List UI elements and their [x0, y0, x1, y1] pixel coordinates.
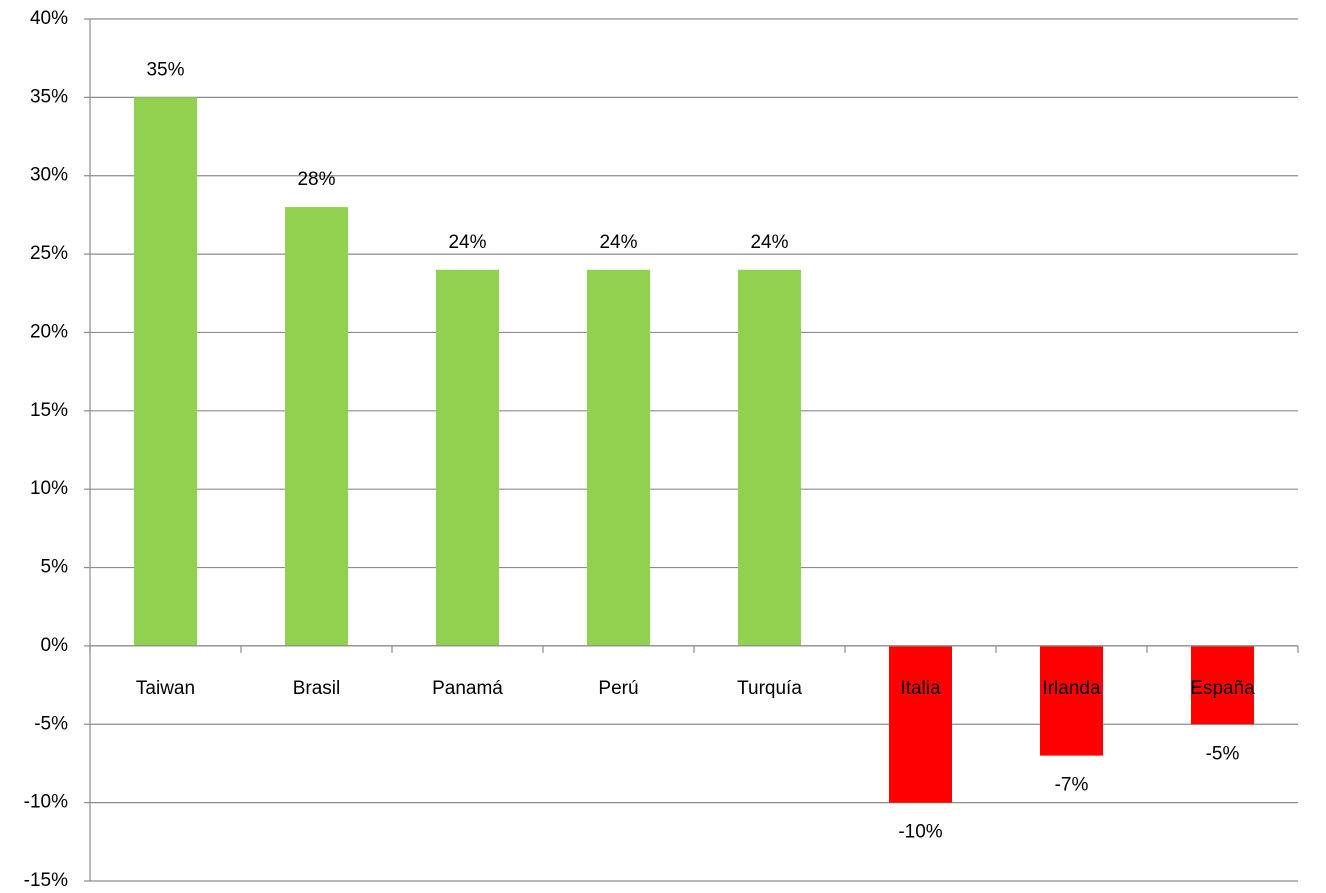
x-tick-label: Panamá — [432, 678, 503, 699]
y-tick-label: -15% — [24, 870, 68, 891]
y-tick-label: 35% — [30, 86, 68, 107]
data-label: 28% — [297, 169, 335, 190]
y-tick-label: -5% — [34, 713, 68, 734]
bar — [134, 97, 197, 646]
y-tick-label: 15% — [30, 400, 68, 421]
y-tick-label: 5% — [41, 557, 69, 578]
bar — [738, 269, 801, 646]
x-tick-label: Turquía — [737, 678, 802, 699]
y-tick-label: 30% — [30, 165, 68, 186]
bar — [1191, 645, 1254, 725]
y-tick-label: 0% — [41, 635, 69, 656]
y-tick-label: 20% — [30, 321, 68, 342]
data-label: -5% — [1206, 743, 1240, 764]
x-tick-label: Perú — [598, 678, 638, 699]
bar — [889, 645, 952, 803]
bar — [285, 207, 348, 646]
bar — [436, 269, 499, 646]
x-tick-label: España — [1190, 678, 1255, 699]
x-tick-label: Irlanda — [1042, 678, 1101, 699]
data-label: -7% — [1055, 775, 1089, 796]
y-tick-label: 10% — [30, 478, 68, 499]
y-tick-label: 25% — [30, 243, 68, 264]
x-tick-label: Brasil — [293, 678, 341, 699]
data-label: 24% — [448, 232, 486, 253]
y-tick-label: -10% — [24, 792, 68, 813]
data-label: -10% — [898, 822, 942, 843]
data-label: 24% — [750, 232, 788, 253]
bar — [1040, 645, 1103, 756]
x-tick-label: Italia — [900, 678, 941, 699]
data-label: 24% — [599, 232, 637, 253]
bar — [587, 269, 650, 646]
data-label: 35% — [146, 59, 184, 80]
y-tick-label: 40% — [30, 8, 68, 29]
x-tick-label: Taiwan — [136, 678, 195, 699]
